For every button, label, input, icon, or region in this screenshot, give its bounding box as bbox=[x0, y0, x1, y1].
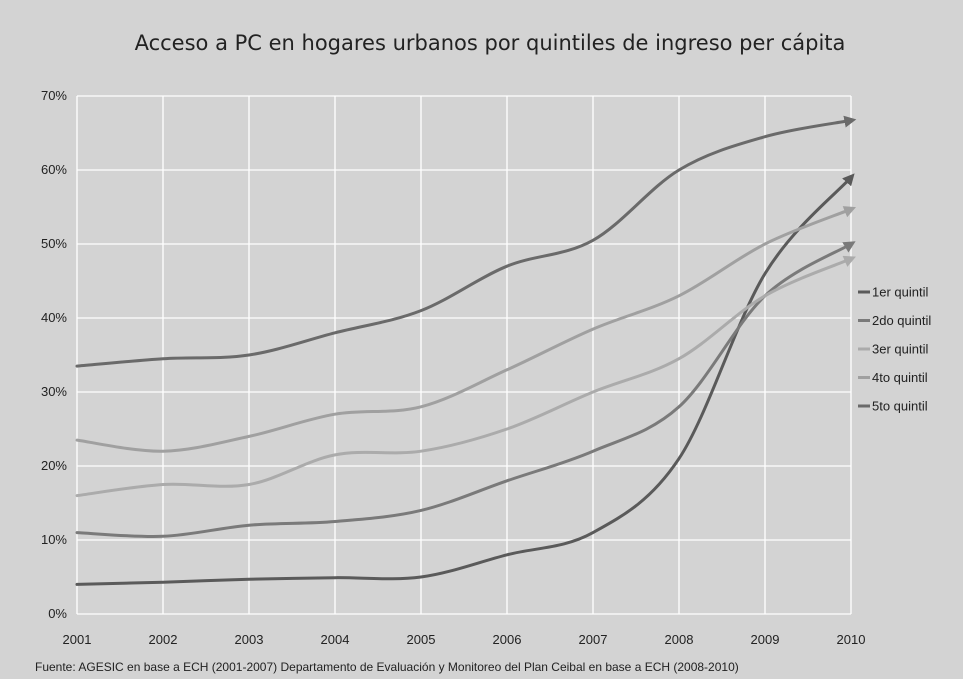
chart-title: Acceso a PC en hogares urbanos por quint… bbox=[135, 31, 846, 55]
y-tick-label: 60% bbox=[41, 162, 67, 177]
series-line bbox=[75, 241, 856, 539]
source-note: Fuente: AGESIC en base a ECH (2001-2007)… bbox=[35, 660, 739, 674]
x-tick-label: 2001 bbox=[63, 632, 92, 647]
x-tick-label: 2007 bbox=[579, 632, 608, 647]
legend-label: 5to quintil bbox=[872, 399, 928, 414]
y-tick-label: 70% bbox=[41, 88, 67, 103]
series-lines bbox=[75, 115, 857, 586]
x-tick-label: 2008 bbox=[665, 632, 694, 647]
legend: 1er quintil 2do quintil 3er quintil 4to qui… bbox=[858, 285, 931, 414]
y-tick-label: 0% bbox=[48, 606, 67, 621]
x-tick-label: 2006 bbox=[493, 632, 522, 647]
y-tick-label: 50% bbox=[41, 236, 67, 251]
series-line bbox=[75, 115, 857, 368]
y-tick-label: 20% bbox=[41, 458, 67, 473]
legend-label: 1er quintil bbox=[872, 285, 928, 300]
x-tick-label: 2004 bbox=[321, 632, 350, 647]
x-tick-label: 2002 bbox=[149, 632, 178, 647]
x-tick-label: 2010 bbox=[837, 632, 866, 647]
x-tick-label: 2009 bbox=[751, 632, 780, 647]
legend-label: 3er quintil bbox=[872, 342, 928, 357]
series-line bbox=[75, 255, 856, 498]
x-tick-label: 2005 bbox=[407, 632, 436, 647]
y-axis-ticks: 0% 10% 20% 30% 40% 50% 60% 70% bbox=[41, 88, 67, 621]
y-tick-label: 10% bbox=[41, 532, 67, 547]
gridlines bbox=[76, 95, 852, 615]
legend-label: 4to quintil bbox=[872, 370, 928, 385]
y-tick-label: 40% bbox=[41, 310, 67, 325]
y-tick-label: 30% bbox=[41, 384, 67, 399]
x-tick-label: 2003 bbox=[235, 632, 264, 647]
series-line bbox=[75, 173, 855, 586]
series-line bbox=[75, 206, 857, 453]
legend-label: 2do quintil bbox=[872, 313, 931, 328]
x-axis-ticks: 2001 2002 2003 2004 2005 2006 2007 2008 2009 2010 bbox=[63, 632, 866, 647]
